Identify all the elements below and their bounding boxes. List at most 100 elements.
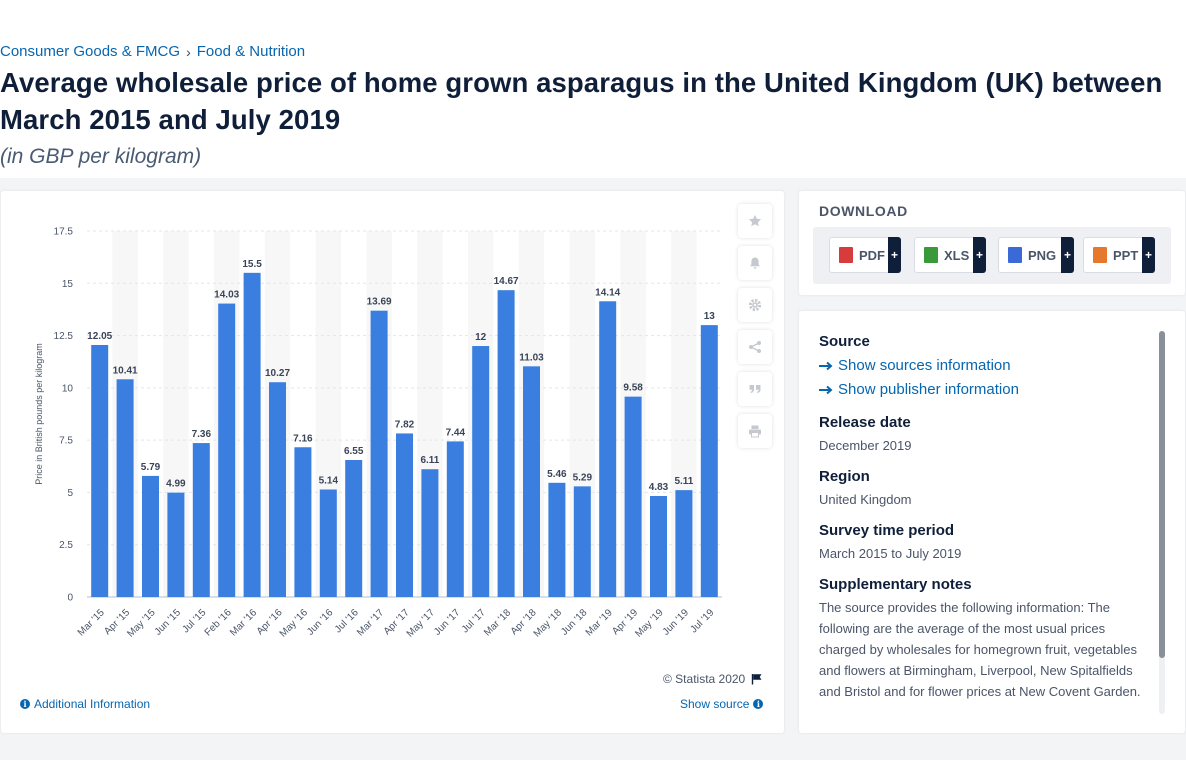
data-label: 4.83 xyxy=(649,482,669,493)
plus-icon: + xyxy=(888,237,901,273)
show-sources-link[interactable]: Show sources information xyxy=(819,354,1149,378)
breadcrumb-food-nutrition[interactable]: Food & Nutrition xyxy=(196,43,306,60)
x-tick-label: May '17 xyxy=(405,607,438,640)
arrow-right-icon xyxy=(819,385,833,395)
data-label: 12.05 xyxy=(87,331,112,342)
download-pdf-button[interactable]: PDF + xyxy=(829,237,901,273)
plus-icon: + xyxy=(1142,237,1155,273)
bar xyxy=(269,382,286,597)
download-button-bar: PDF + XLS + PNG + PPT + xyxy=(813,227,1171,284)
show-sources-label: Show sources information xyxy=(838,357,1011,374)
page-subtitle: (in GBP per kilogram) xyxy=(0,145,202,168)
notification-button[interactable] xyxy=(738,246,772,280)
xls-file-icon xyxy=(924,247,938,263)
flag-icon[interactable] xyxy=(751,673,763,685)
x-tick-label: Jun '19 xyxy=(661,607,692,638)
data-label: 14.67 xyxy=(494,276,519,287)
bar xyxy=(497,290,515,597)
supplementary-notes-value: The source provides the following inform… xyxy=(819,600,1141,699)
data-label: 5.29 xyxy=(573,472,593,483)
data-label: 7.82 xyxy=(395,419,415,430)
x-tick-label: Jun '17 xyxy=(432,607,463,638)
x-tick-label: Mar '17 xyxy=(355,607,386,638)
x-tick-label: Jun '16 xyxy=(305,607,336,638)
settings-button[interactable] xyxy=(738,288,772,322)
survey-period-value: March 2015 to July 2019 xyxy=(819,546,962,561)
download-xls-label: XLS xyxy=(944,247,970,263)
y-tick-label: 0 xyxy=(67,593,73,604)
x-tick-label: May '18 xyxy=(532,607,565,640)
additional-information-label: Additional Information xyxy=(34,697,151,711)
info-icon: i xyxy=(20,699,30,709)
bar xyxy=(650,495,667,597)
x-tick-label: Mar '19 xyxy=(584,607,615,638)
show-publisher-link[interactable]: Show publisher information xyxy=(819,378,1149,402)
download-png-button[interactable]: PNG + xyxy=(998,237,1074,273)
gear-icon xyxy=(748,298,762,312)
data-label: 5.14 xyxy=(319,476,339,487)
favorite-button[interactable] xyxy=(738,204,772,238)
download-pdf-label: PDF xyxy=(859,247,885,263)
download-panel: DOWNLOAD PDF + XLS + PNG + PPT + xyxy=(799,191,1185,295)
bar xyxy=(167,492,185,597)
data-label: 12 xyxy=(475,332,487,343)
chart-copyright: © Statista 2020 xyxy=(663,672,763,686)
details-scrollbar-thumb[interactable] xyxy=(1159,331,1165,658)
bar xyxy=(142,475,159,597)
data-label: 13.69 xyxy=(367,297,392,308)
data-label: 11.03 xyxy=(519,352,544,363)
plus-icon: + xyxy=(1061,237,1074,273)
source-details-panel: Source Show sources information Show pub… xyxy=(799,311,1185,733)
x-tick-label: May '15 xyxy=(125,607,158,640)
y-tick-label: 7.5 xyxy=(59,436,73,447)
star-icon xyxy=(749,215,761,227)
download-ppt-button[interactable]: PPT + xyxy=(1083,237,1155,273)
breadcrumb-consumer-goods[interactable]: Consumer Goods & FMCG xyxy=(0,43,181,60)
bar xyxy=(345,460,363,597)
bar xyxy=(599,301,617,597)
x-tick-label: Mar '18 xyxy=(482,607,513,638)
y-tick-label: 2.5 xyxy=(59,540,73,551)
details-scrollbar[interactable] xyxy=(1159,331,1165,714)
print-button[interactable] xyxy=(738,414,772,448)
data-label: 10.41 xyxy=(113,365,138,376)
release-date-heading: Release date xyxy=(819,414,911,431)
bar xyxy=(624,396,642,597)
y-tick-label: 15 xyxy=(62,279,74,290)
breadcrumb: Consumer Goods & FMCG › Food & Nutrition xyxy=(0,43,305,60)
bar xyxy=(523,366,540,597)
data-label: 7.36 xyxy=(192,429,212,440)
survey-period-heading: Survey time period xyxy=(819,522,955,539)
bar xyxy=(700,325,718,597)
data-label: 9.58 xyxy=(623,383,643,394)
bar xyxy=(675,490,693,597)
download-xls-button[interactable]: XLS + xyxy=(914,237,986,273)
bar xyxy=(573,486,591,597)
cite-button[interactable] xyxy=(738,372,772,406)
bar xyxy=(116,379,134,597)
y-tick-label: 12.5 xyxy=(54,331,74,342)
png-file-icon xyxy=(1008,247,1022,263)
quote-icon xyxy=(749,385,761,393)
download-ppt-label: PPT xyxy=(1113,247,1139,263)
data-label: 10.27 xyxy=(265,368,290,379)
x-tick-label: Jul '19 xyxy=(688,607,716,635)
x-tick-label: May '16 xyxy=(278,607,311,640)
y-tick-label: 17.5 xyxy=(54,227,74,238)
additional-information-link[interactable]: i Additional Information xyxy=(20,697,150,711)
show-source-label: Show source xyxy=(680,697,750,711)
y-axis-label: Price in British pounds per kilogram xyxy=(34,343,44,485)
ppt-file-icon xyxy=(1093,247,1107,263)
breadcrumb-separator: › xyxy=(186,43,191,60)
page-title: Average wholesale price of home grown as… xyxy=(0,67,1163,135)
bar xyxy=(548,482,566,597)
supplementary-notes-heading: Supplementary notes xyxy=(819,576,972,593)
data-label: 14.14 xyxy=(595,287,620,298)
bar xyxy=(370,310,388,597)
share-button[interactable] xyxy=(738,330,772,364)
bar xyxy=(243,272,261,597)
x-tick-label: Mar '16 xyxy=(228,607,259,638)
data-label: 13 xyxy=(704,311,716,322)
show-source-link[interactable]: Show source i xyxy=(680,697,764,711)
source-details-content: Source Show sources information Show pub… xyxy=(819,333,1149,702)
